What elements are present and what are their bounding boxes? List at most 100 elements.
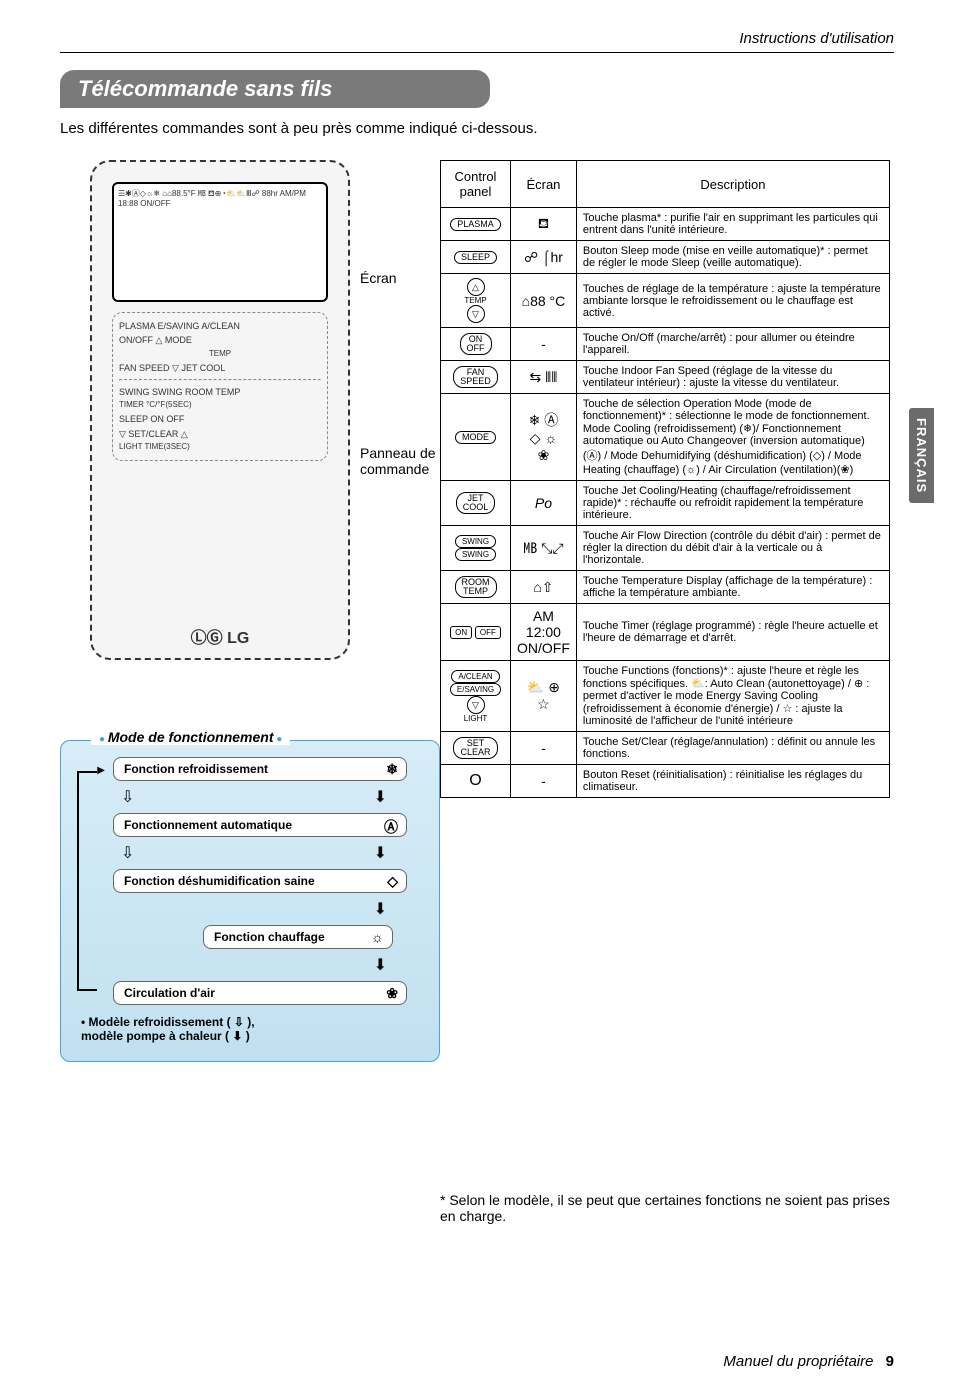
footnote: * Selon le modèle, il se peut que certai… — [440, 1192, 890, 1224]
cell-ecran: ㎆ ⤡⤢ — [511, 526, 577, 571]
table-row: FAN SPEED⇆ ⦀⦀Touche Indoor Fan Speed (ré… — [441, 361, 890, 394]
col-header-ecran: Écran — [511, 161, 577, 208]
table-row: SWING SWING㎆ ⤡⤢Touche Air Flow Direction… — [441, 526, 890, 571]
cell-ecran: ⌂88 °C — [511, 274, 577, 328]
remote-row: ON/OFF △ MODE — [119, 333, 321, 347]
mode-loop-arrow — [77, 771, 97, 991]
cell-panel: ON OFF — [441, 328, 511, 361]
table-row: SET CLEAR-Touche Set/Clear (réglage/annu… — [441, 732, 890, 765]
cell-ecran: Pо — [511, 481, 577, 526]
table-header-row: Control panel Écran Description — [441, 161, 890, 208]
cell-panel: JET COOL — [441, 481, 511, 526]
cell-desc: Touche Air Flow Direction (contrôle du d… — [576, 526, 889, 571]
mode-row-circulation: Circulation d'air ❀ — [113, 981, 407, 1005]
mode-arrows: ⬇ — [213, 899, 387, 919]
table-row: O-Bouton Reset (réinitialisation) : réin… — [441, 765, 890, 798]
auto-icon: Ⓐ — [384, 817, 398, 837]
footer-label: Manuel du propriétaire — [723, 1353, 873, 1370]
lg-logo: ⓁⒼ LG — [191, 624, 250, 648]
intro-text: Les différentes commandes sont à peu prè… — [60, 120, 537, 137]
remote-row-label: TEMP — [119, 348, 321, 361]
col-header-desc: Description — [576, 161, 889, 208]
remote-row: SLEEP ON OFF — [119, 412, 321, 426]
mode-box: Mode de fonctionnement Fonction refroidi… — [60, 740, 440, 1062]
mode-row-auto: Fonctionnement automatique Ⓐ — [113, 813, 407, 837]
cell-ecran: ⛅ ⊕ ☆ — [511, 661, 577, 732]
cell-desc: Touche On/Off (marche/arrêt) : pour allu… — [576, 328, 889, 361]
table-row: PLASMA⛾Touche plasma* : purifie l'air en… — [441, 208, 890, 241]
table-row: △TEMP▽⌂88 °CTouches de réglage de la tem… — [441, 274, 890, 328]
cell-panel: FAN SPEED — [441, 361, 511, 394]
callout-panneau: Panneau de commande — [360, 445, 436, 477]
cell-desc: Touche plasma* : purifie l'air en suppri… — [576, 208, 889, 241]
remote-row-label: TIMER °C/°F(5SEC) — [119, 399, 321, 412]
cell-panel: O — [441, 765, 511, 798]
cell-ecran: ⛾ — [511, 208, 577, 241]
mode-row-label: Fonctionnement automatique — [124, 818, 292, 832]
cell-ecran: AM 12:00 ON/OFF — [511, 604, 577, 661]
table-row: SLEEP☍ ⌠hrBouton Sleep mode (mise en vei… — [441, 241, 890, 274]
cell-ecran: - — [511, 328, 577, 361]
remote-row: SWING SWING ROOM TEMP — [119, 385, 321, 399]
mode-row-cooling: Fonction refroidissement ❄ — [113, 757, 407, 781]
table-row: A/CLEANE/SAVING▽LIGHT⛅ ⊕ ☆Touche Functio… — [441, 661, 890, 732]
remote-screen: ☰✱Ⓐ◇☼❄ ⌂⌂88.5°F ㎆ ⛾⊕◔⛅⛅Ⅲ☍ 88hr AM/PM 18:… — [112, 182, 328, 302]
mode-row-label: Fonction déshumidification saine — [124, 874, 315, 888]
remote-button-panel: PLASMA E/SAVING A/CLEAN ON/OFF △ MODE TE… — [112, 312, 328, 461]
remote-row: FAN SPEED ▽ JET COOL — [119, 361, 321, 375]
cell-panel: SLEEP — [441, 241, 511, 274]
mode-title: Mode de fonctionnement — [91, 729, 290, 745]
page-title: Télécommande sans fils — [60, 70, 490, 108]
table-row: ON OFFAM 12:00 ON/OFFTouche Timer (régla… — [441, 604, 890, 661]
cell-desc: Touche de sélection Operation Mode (mode… — [576, 394, 889, 481]
cell-desc: Touche Temperature Display (affichage de… — [576, 571, 889, 604]
cell-desc: Touche Jet Cooling/Heating (chauffage/re… — [576, 481, 889, 526]
footer: Manuel du propriétaire 9 — [723, 1353, 894, 1370]
col-header-panel: Control panel — [441, 161, 511, 208]
mode-arrows: ⇩⬇ — [121, 787, 387, 807]
cell-desc: Touche Functions (fonctions)* : ajuste l… — [576, 661, 889, 732]
cell-ecran: - — [511, 765, 577, 798]
cell-desc: Touche Set/Clear (réglage/annulation) : … — [576, 732, 889, 765]
remote-row: ▽ SET/CLEAR △ — [119, 427, 321, 441]
table-row: ROOM TEMP⌂⇧Touche Temperature Display (a… — [441, 571, 890, 604]
cell-ecran: ⌂⇧ — [511, 571, 577, 604]
table-row: MODE❄ Ⓐ ◇ ☼ ❀Touche de sélection Operati… — [441, 394, 890, 481]
page-number: 9 — [886, 1353, 894, 1370]
cell-panel: ON OFF — [441, 604, 511, 661]
cell-panel: SET CLEAR — [441, 732, 511, 765]
cell-desc: Touches de réglage de la température : a… — [576, 274, 889, 328]
cell-panel: SWING SWING — [441, 526, 511, 571]
cell-ecran: ⇆ ⦀⦀ — [511, 361, 577, 394]
cell-panel: MODE — [441, 394, 511, 481]
cell-panel: ROOM TEMP — [441, 571, 511, 604]
cell-desc: Touche Timer (réglage programmé) : règle… — [576, 604, 889, 661]
mode-row-label: Fonction chauffage — [214, 930, 325, 944]
fan-icon: ❀ — [386, 985, 398, 1002]
remote-row: PLASMA E/SAVING A/CLEAN — [119, 319, 321, 333]
remote-illustration: ☰✱Ⓐ◇☼❄ ⌂⌂88.5°F ㎆ ⛾⊕◔⛅⛅Ⅲ☍ 88hr AM/PM 18:… — [90, 160, 350, 660]
mode-row-heating: Fonction chauffage ☼ — [203, 925, 393, 949]
header-rule — [60, 52, 894, 53]
cell-desc: Bouton Reset (réinitialisation) : réinit… — [576, 765, 889, 798]
cell-desc: Touche Indoor Fan Speed (réglage de la v… — [576, 361, 889, 394]
mode-row-label: Circulation d'air — [124, 986, 215, 1000]
language-tab: FRANÇAIS — [909, 408, 934, 503]
mode-arrows: ⬇ — [213, 955, 387, 975]
snowflake-icon: ❄ — [386, 761, 398, 778]
cell-ecran: - — [511, 732, 577, 765]
cell-panel: △TEMP▽ — [441, 274, 511, 328]
cell-ecran: ☍ ⌠hr — [511, 241, 577, 274]
header-doc-title: Instructions d'utilisation — [739, 30, 894, 47]
callout-ecran: Écran — [360, 270, 397, 286]
control-table: Control panel Écran Description PLASMA⛾T… — [440, 160, 890, 798]
mode-row-dehumid: Fonction déshumidification saine ◇ — [113, 869, 407, 893]
mode-row-label: Fonction refroidissement — [124, 762, 268, 776]
cell-desc: Bouton Sleep mode (mise en veille automa… — [576, 241, 889, 274]
sun-icon: ☼ — [371, 929, 384, 945]
cell-panel: PLASMA — [441, 208, 511, 241]
mode-note: • Modèle refroidissement ( ⇩ ), modèle p… — [73, 1015, 427, 1043]
cell-ecran: ❄ Ⓐ ◇ ☼ ❀ — [511, 394, 577, 481]
droplet-icon: ◇ — [387, 873, 398, 890]
cell-panel: A/CLEANE/SAVING▽LIGHT — [441, 661, 511, 732]
